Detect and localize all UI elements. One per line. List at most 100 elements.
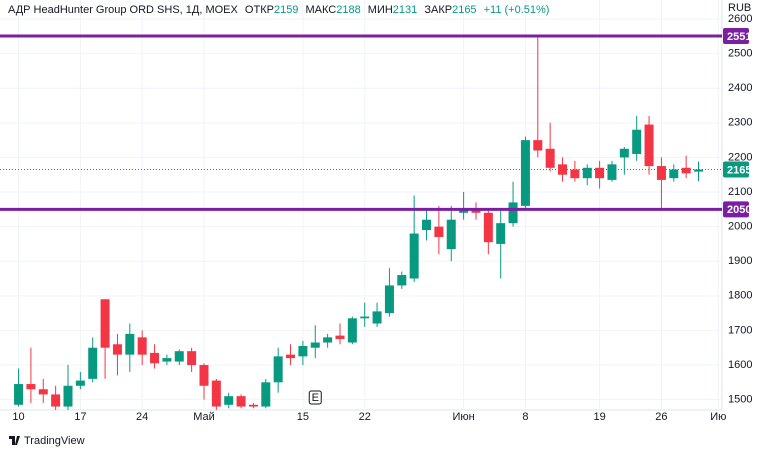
x-tick-label: 22 bbox=[359, 411, 371, 423]
candle-body bbox=[137, 337, 147, 355]
candle-body bbox=[669, 169, 679, 179]
candle-body bbox=[150, 352, 160, 364]
candle-body bbox=[520, 140, 530, 206]
candle-body bbox=[533, 140, 543, 151]
ohlc-label: МИН bbox=[368, 4, 393, 16]
x-tick-label: Июн bbox=[452, 411, 474, 423]
candle-body bbox=[409, 233, 419, 279]
candle-body bbox=[632, 129, 642, 154]
ohlc-value: 2159 bbox=[274, 4, 298, 16]
x-tick-label: 17 bbox=[74, 411, 86, 423]
candle-body bbox=[162, 358, 172, 362]
logo: TradingView bbox=[9, 435, 85, 447]
y-tick-label: 1800 bbox=[728, 290, 752, 302]
candle-body bbox=[459, 209, 469, 213]
candle-body bbox=[199, 365, 209, 386]
candle-body bbox=[446, 219, 456, 250]
candle-body bbox=[14, 384, 24, 405]
y-tick-label: 1900 bbox=[728, 255, 752, 267]
ohlc-label: МАКС bbox=[306, 4, 337, 16]
candle-body bbox=[656, 166, 666, 180]
candle-body bbox=[38, 389, 48, 395]
candle-body bbox=[310, 342, 320, 348]
horizontal-line-label: 2050 bbox=[727, 204, 751, 216]
y-tick-label: 2000 bbox=[728, 221, 752, 233]
candle-body bbox=[619, 148, 629, 158]
candle-body bbox=[298, 345, 308, 357]
y-tick-label: 2500 bbox=[728, 48, 752, 60]
candle-body bbox=[471, 209, 481, 213]
logo-text: TradingView bbox=[24, 435, 85, 447]
candle-body bbox=[335, 335, 345, 340]
header: АДР HeadHunter Group ORD SHS, 1Д, MOEX О… bbox=[8, 4, 549, 16]
candle-body bbox=[273, 356, 283, 383]
x-tick-label: 26 bbox=[655, 411, 667, 423]
y-tick-label: 1500 bbox=[728, 394, 752, 406]
event-marker bbox=[308, 390, 322, 405]
x-tick-label: Ию bbox=[710, 411, 726, 423]
ohlc-value: 2165 bbox=[452, 4, 476, 16]
x-tick-label: 10 bbox=[12, 411, 24, 423]
candle-body bbox=[595, 167, 605, 179]
currency: RUB bbox=[728, 2, 751, 14]
candle-body bbox=[384, 285, 394, 314]
horizontal-line-label: 2551 bbox=[727, 31, 751, 43]
candle-body bbox=[558, 164, 568, 175]
candle-body bbox=[397, 275, 407, 286]
symbol: АДР HeadHunter Group ORD SHS, 1Д, MOEX bbox=[8, 4, 239, 16]
y-tick-label: 1700 bbox=[728, 324, 752, 336]
candle-body bbox=[545, 148, 555, 168]
y-tick-label: 2100 bbox=[728, 186, 752, 198]
candle-body bbox=[75, 380, 85, 386]
x-tick-label: 8 bbox=[522, 411, 528, 423]
candle-body bbox=[607, 164, 617, 180]
candle-body bbox=[644, 124, 654, 167]
x-tick-label: 24 bbox=[136, 411, 148, 423]
horizontal-line-tag bbox=[723, 27, 749, 44]
candle-body bbox=[224, 396, 234, 405]
change: +11 (+0.51%) bbox=[484, 4, 550, 16]
candle-body bbox=[63, 385, 73, 407]
candle-body bbox=[347, 318, 357, 343]
y-tick-label: 2300 bbox=[728, 117, 752, 129]
candle-body bbox=[360, 316, 370, 319]
ohlc-label: ОТКР bbox=[245, 4, 274, 16]
candle-body bbox=[372, 311, 382, 324]
candle-body bbox=[422, 219, 432, 231]
x-tick-label: Май bbox=[193, 411, 215, 423]
logo-icon bbox=[9, 436, 20, 445]
candle-body bbox=[26, 384, 36, 390]
x-tick-label: 19 bbox=[593, 411, 605, 423]
candle-body bbox=[51, 394, 61, 407]
candle-body bbox=[582, 167, 592, 179]
ohlc-label: ЗАКР bbox=[424, 4, 452, 16]
candle-body bbox=[211, 380, 221, 407]
candle-body bbox=[286, 354, 296, 359]
candle-body bbox=[88, 347, 98, 379]
candle-body bbox=[483, 212, 493, 243]
candle-body bbox=[125, 333, 135, 355]
candle-body bbox=[248, 404, 258, 407]
candle-body bbox=[112, 344, 122, 355]
ohlc-value: 2188 bbox=[336, 4, 360, 16]
candle-body bbox=[694, 169, 704, 172]
last-price-label: 2165 bbox=[727, 164, 751, 176]
candle-body bbox=[174, 351, 184, 362]
y-tick-label: 2600 bbox=[728, 13, 752, 25]
candle-body bbox=[323, 337, 333, 343]
candle-body bbox=[570, 169, 580, 179]
y-tick-label: 2400 bbox=[728, 82, 752, 94]
y-tick-label: 1600 bbox=[728, 359, 752, 371]
candle-body bbox=[236, 396, 246, 407]
event-label: E bbox=[312, 392, 319, 404]
overlays: 2165 2551 2050 E bbox=[0, 27, 751, 405]
candle-body bbox=[681, 167, 691, 174]
y-tick-label: 2200 bbox=[728, 151, 752, 163]
ohlc-value: 2131 bbox=[393, 4, 417, 16]
horizontal-line-tag bbox=[723, 201, 749, 218]
candle-body bbox=[261, 382, 271, 407]
candle-body bbox=[434, 226, 444, 238]
candle-body bbox=[508, 202, 518, 224]
